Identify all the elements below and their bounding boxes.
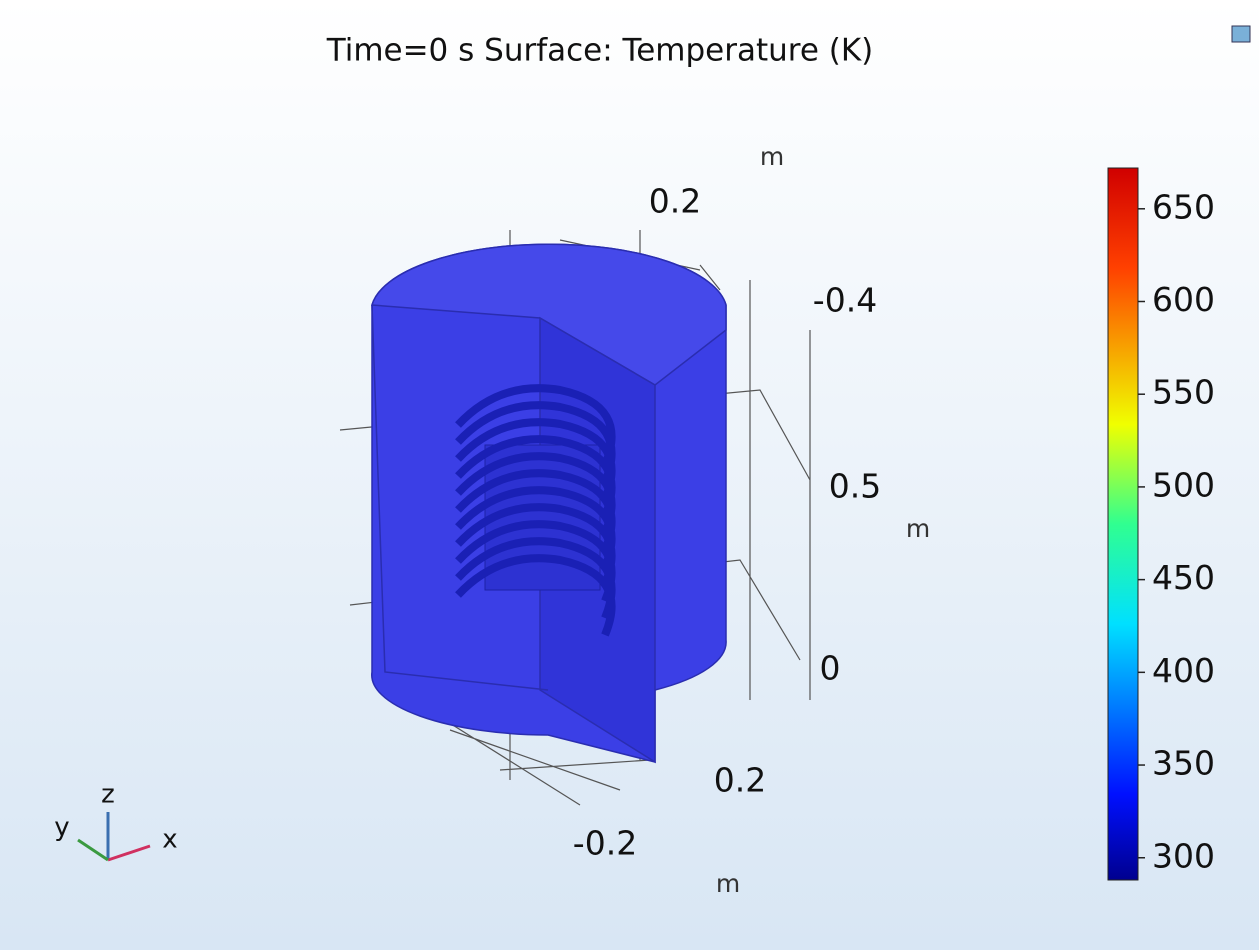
axis-tick-label: -0.4 [813, 281, 877, 320]
colorbar-tick-label: 600 [1152, 280, 1215, 319]
axis-unit: m [906, 514, 930, 543]
axis-tick-label: 0 [820, 649, 841, 688]
colorbar-tick-label: 650 [1152, 187, 1215, 226]
colorbar-tick-label: 300 [1152, 836, 1215, 875]
axis-tick-label: 0.2 [714, 761, 766, 800]
plot-window: Time=0 s Surface: Temperature (K) z y x … [0, 0, 1259, 950]
colorbar-tick-label: 450 [1152, 558, 1215, 597]
triad-label: z [101, 780, 115, 810]
colorbar-tick-label: 350 [1152, 744, 1215, 783]
cylinder [372, 244, 726, 762]
axis-unit: m [716, 869, 740, 898]
axis-tick-label: -0.2 [573, 824, 637, 863]
axis-tick-label: 0.2 [649, 182, 701, 221]
triad-label: y [54, 813, 69, 843]
colorbar-tick-label: 400 [1152, 651, 1215, 690]
page: html, body { margin: 0; padding: 0; widt… [0, 0, 1259, 950]
toolbar-icon[interactable] [1232, 26, 1250, 42]
colorbar [1108, 168, 1138, 880]
colorbar-tick-label: 500 [1152, 465, 1215, 504]
colorbar-tick-label: 550 [1152, 373, 1215, 412]
axis-tick-label: 0.5 [829, 467, 881, 506]
axis-unit: m [760, 142, 784, 171]
plot-title: Time=0 s Surface: Temperature (K) [326, 33, 874, 69]
triad-label: x [162, 825, 177, 855]
page-body: {"plot": { "title": "Time=0 s Surface: T… [0, 0, 1259, 950]
